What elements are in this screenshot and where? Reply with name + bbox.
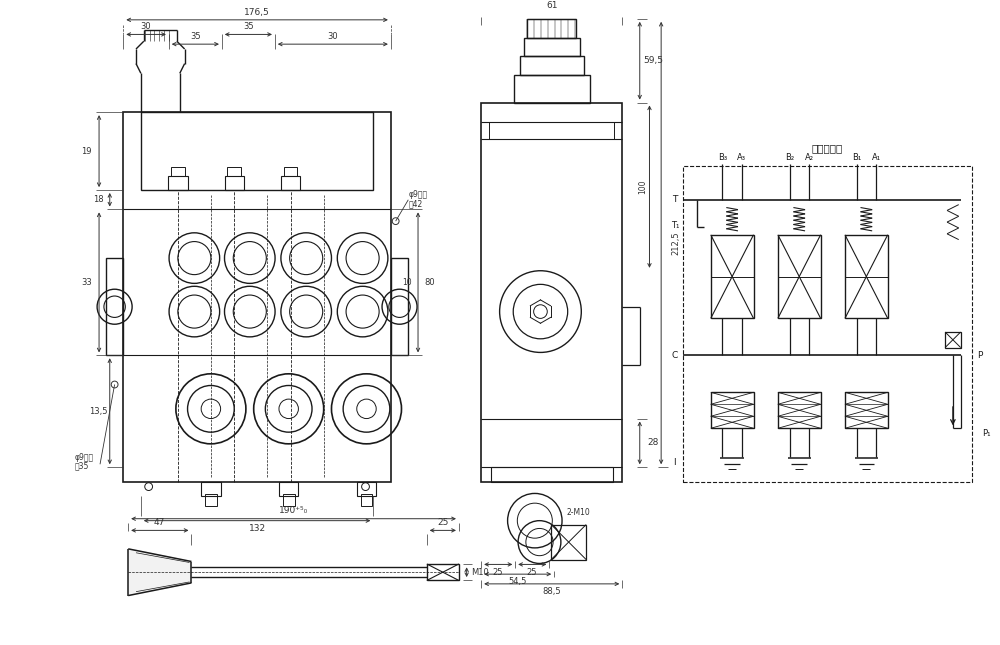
Bar xyxy=(279,482,298,497)
Text: 59,5: 59,5 xyxy=(643,56,663,65)
Text: T: T xyxy=(672,195,677,204)
Text: B₁: B₁ xyxy=(852,154,861,163)
Bar xyxy=(945,332,961,348)
Text: 深35: 深35 xyxy=(75,462,89,471)
Text: 30: 30 xyxy=(328,32,338,41)
Bar xyxy=(227,166,241,177)
Text: 132: 132 xyxy=(249,524,266,533)
Text: 13,5: 13,5 xyxy=(89,407,107,416)
Bar xyxy=(123,112,391,482)
Bar xyxy=(281,177,300,190)
Bar xyxy=(778,235,821,319)
Text: 33: 33 xyxy=(81,278,92,287)
Text: 30: 30 xyxy=(141,22,151,31)
Bar xyxy=(357,482,376,497)
Bar xyxy=(283,495,295,506)
Bar xyxy=(514,75,590,103)
Text: 47: 47 xyxy=(154,518,165,527)
Bar xyxy=(171,166,185,177)
Bar xyxy=(845,235,888,319)
Text: 61: 61 xyxy=(546,1,557,10)
Text: 19: 19 xyxy=(81,146,92,155)
Bar xyxy=(168,177,188,190)
Text: 35: 35 xyxy=(190,32,201,41)
Bar xyxy=(361,495,372,506)
Bar xyxy=(778,392,821,428)
Text: 28: 28 xyxy=(648,439,659,448)
Bar xyxy=(551,524,586,560)
Text: P: P xyxy=(977,351,983,360)
Bar xyxy=(711,235,754,319)
Bar xyxy=(205,495,217,506)
Text: 10: 10 xyxy=(402,278,412,287)
Bar xyxy=(711,392,754,428)
Text: φ9通孔: φ9通孔 xyxy=(408,190,427,199)
Text: 190⁺⁵₀: 190⁺⁵₀ xyxy=(279,506,308,515)
Text: 液压原理图: 液压原理图 xyxy=(812,143,843,154)
Text: 35: 35 xyxy=(243,22,254,31)
Text: T₁: T₁ xyxy=(671,221,679,230)
Text: A₃: A₃ xyxy=(737,154,746,163)
Text: 25: 25 xyxy=(493,568,503,577)
Text: 25: 25 xyxy=(438,518,449,527)
Polygon shape xyxy=(128,549,191,595)
Text: C: C xyxy=(672,351,678,360)
Text: 176,5: 176,5 xyxy=(244,8,270,17)
Bar xyxy=(845,392,888,428)
Text: 25: 25 xyxy=(527,568,537,577)
Text: 100: 100 xyxy=(638,179,647,194)
Text: B₂: B₂ xyxy=(785,154,794,163)
Text: 2-M10: 2-M10 xyxy=(567,508,590,517)
Bar xyxy=(284,166,297,177)
Bar xyxy=(524,38,580,56)
Text: B₃: B₃ xyxy=(718,154,727,163)
Text: 18: 18 xyxy=(93,195,103,204)
Bar xyxy=(225,177,244,190)
Bar xyxy=(683,166,972,482)
Text: I: I xyxy=(673,458,676,467)
Bar xyxy=(141,112,373,190)
Text: 深42: 深42 xyxy=(408,199,423,208)
Text: 80: 80 xyxy=(424,278,435,287)
Bar xyxy=(527,19,576,38)
Bar xyxy=(391,258,408,355)
Bar xyxy=(427,564,459,580)
Text: A₂: A₂ xyxy=(804,154,813,163)
Bar xyxy=(201,482,221,497)
Text: φ9通孔: φ9通孔 xyxy=(75,453,94,462)
Bar xyxy=(491,467,613,482)
Bar xyxy=(106,258,123,355)
Bar xyxy=(481,103,622,482)
Text: 212,5: 212,5 xyxy=(671,231,680,255)
Text: A₁: A₁ xyxy=(871,154,881,163)
Text: 88,5: 88,5 xyxy=(542,587,561,596)
Text: 54,5: 54,5 xyxy=(508,577,526,586)
Bar xyxy=(520,56,584,75)
Text: M10: M10 xyxy=(471,568,489,577)
Text: P₁: P₁ xyxy=(982,429,991,438)
